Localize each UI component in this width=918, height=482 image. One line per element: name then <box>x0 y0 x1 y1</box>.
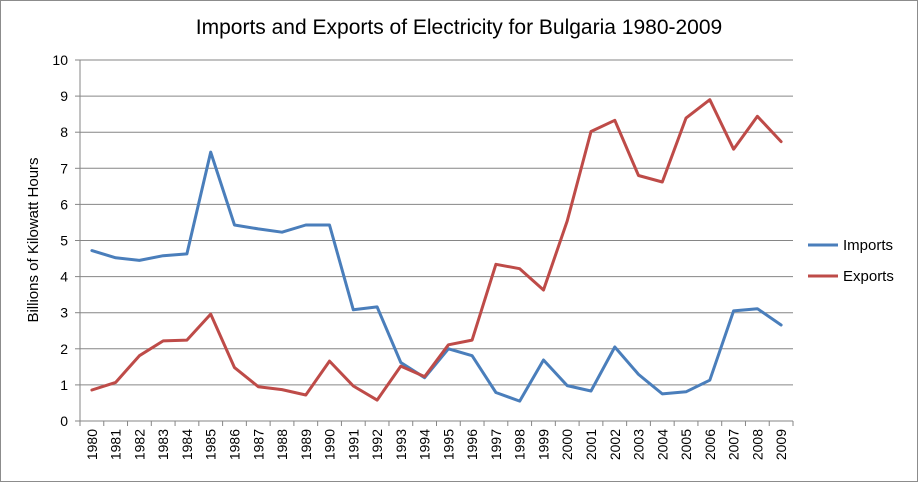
x-tick-label: 1990 <box>322 429 338 460</box>
x-tick-label: 2001 <box>583 429 599 460</box>
x-tick-label: 2002 <box>607 429 623 460</box>
series-line-imports <box>90 150 783 403</box>
x-tick-label: 1997 <box>488 429 504 460</box>
x-tick-label: 2007 <box>726 429 742 460</box>
x-tick-label: 1989 <box>298 429 314 460</box>
y-tick-label: 2 <box>60 341 68 357</box>
x-tick-label: 1998 <box>512 429 528 460</box>
y-tick-label: 0 <box>60 413 68 429</box>
x-tick-label: 1980 <box>84 429 100 460</box>
y-axis: 0 1 2 3 4 5 6 7 8 9 10 <box>52 52 80 429</box>
x-axis: 1980 1981 1982 1983 1984 1985 1986 1987 1988 1989… <box>79 421 794 460</box>
x-tick-label: 1985 <box>203 429 219 460</box>
chart-title: Imports and Exports of Electricity for B… <box>196 16 722 39</box>
x-tick-label: 1981 <box>108 429 124 460</box>
x-tick-label: 1988 <box>274 429 290 460</box>
legend-label-imports: Imports <box>843 237 893 254</box>
x-tick-label: 2004 <box>654 429 670 460</box>
y-tick-label: 10 <box>52 52 68 68</box>
y-tick-label: 4 <box>60 269 68 285</box>
series-group <box>90 98 783 403</box>
x-tick-label: 1995 <box>440 429 456 460</box>
x-tick-label: 1987 <box>250 429 266 460</box>
x-tick-label: 1994 <box>417 429 433 460</box>
x-tick-label: 2006 <box>702 429 718 460</box>
y-tick-label: 6 <box>60 196 68 212</box>
y-tick-label: 8 <box>60 124 68 140</box>
x-tick-label: 1996 <box>464 429 480 460</box>
x-tick-label: 2000 <box>559 429 575 460</box>
x-tick-label: 2005 <box>678 429 694 460</box>
y-tick-label: 5 <box>60 233 68 249</box>
x-tick-label: 1983 <box>155 429 171 460</box>
x-tick-label: 1999 <box>535 429 551 460</box>
x-tick-label: 1992 <box>369 429 385 460</box>
y-tick-label: 7 <box>60 160 68 176</box>
x-tick-label: 2003 <box>631 429 647 460</box>
x-tick-label: 2009 <box>773 429 789 460</box>
series-line-exports <box>90 98 783 402</box>
x-tick-label: 1993 <box>393 429 409 460</box>
y-tick-label: 3 <box>60 305 68 321</box>
x-tick-label: 1991 <box>345 429 361 460</box>
x-tick-label: 1982 <box>131 429 147 460</box>
legend: Imports Exports <box>808 237 894 285</box>
x-tick-label: 2008 <box>749 429 765 460</box>
legend-label-exports: Exports <box>843 268 894 285</box>
y-tick-label: 9 <box>60 88 68 104</box>
gridlines <box>80 59 793 386</box>
x-tick-label: 1986 <box>226 429 242 460</box>
y-axis-label: Billions of Kilowatt Hours <box>25 157 42 322</box>
x-tick-label: 1984 <box>179 429 195 460</box>
y-tick-label: 1 <box>60 377 68 393</box>
